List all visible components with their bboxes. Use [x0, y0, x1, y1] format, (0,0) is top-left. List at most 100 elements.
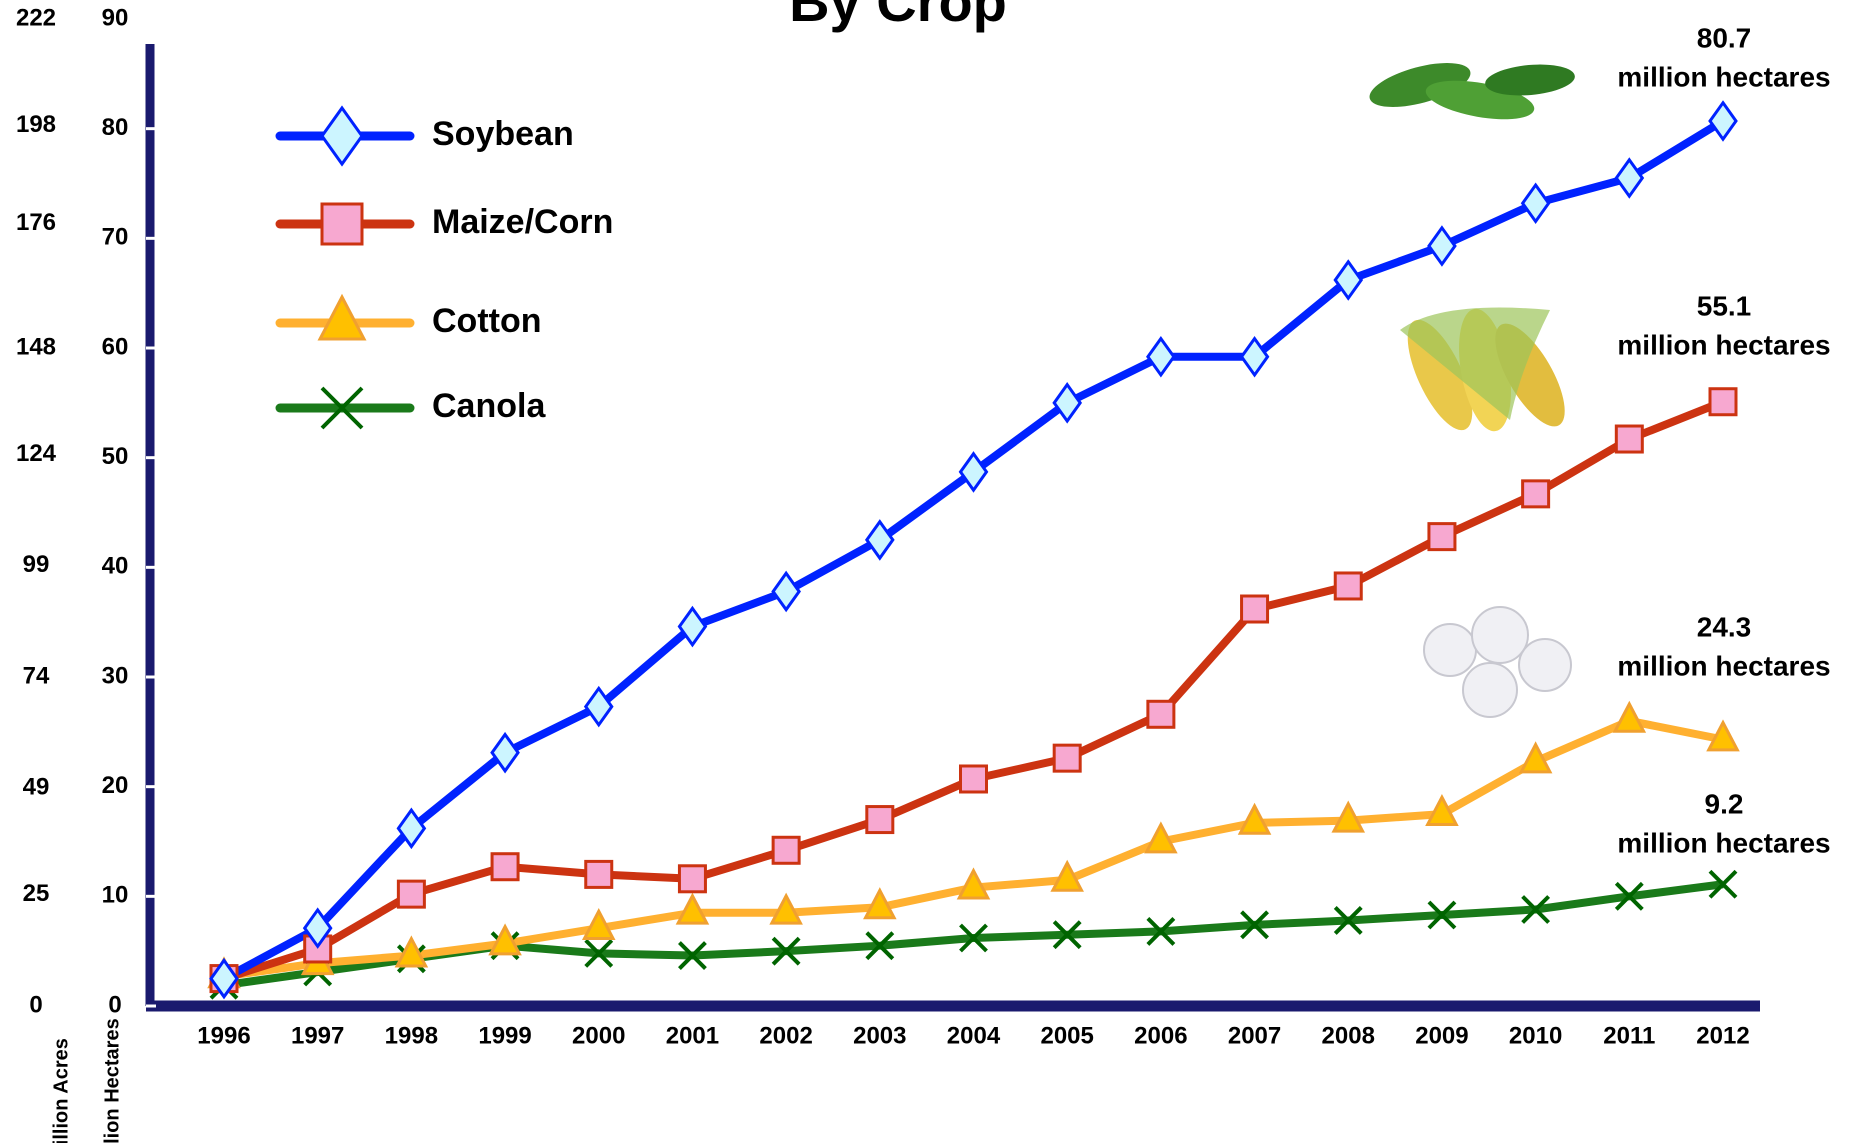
x-tick-label: 2000: [572, 1022, 625, 1049]
diamond-marker: [1146, 335, 1176, 378]
x-marker: [678, 941, 707, 970]
triangle-marker: [394, 935, 429, 968]
chart-title: By Crop: [789, 0, 1007, 33]
x-marker: [959, 923, 988, 953]
diamond-marker: [1052, 382, 1083, 424]
square-marker: [584, 859, 614, 889]
annotation-unit: million hectares: [1617, 650, 1830, 681]
x-marker: [1427, 900, 1457, 930]
x-tick-label: 2007: [1228, 1022, 1281, 1049]
triangle-marker: [675, 892, 710, 925]
square-marker: [1052, 743, 1082, 773]
legend-marker: [317, 293, 367, 341]
diamond-marker: [677, 605, 708, 648]
y-tick-label: 20: [102, 772, 129, 799]
triangle-marker: [1612, 700, 1647, 733]
diamond-marker: [209, 957, 239, 1000]
square-marker: [1708, 387, 1738, 417]
x-tick-label: 2003: [853, 1022, 906, 1049]
x-tick-label: 1998: [385, 1022, 438, 1049]
x-marker: [1333, 906, 1363, 935]
diamond-marker: [1520, 182, 1551, 225]
x-marker: [1521, 895, 1551, 924]
square-marker: [396, 879, 426, 909]
x-tick-label: 2002: [759, 1022, 812, 1049]
x-marker: [1240, 910, 1269, 940]
x-marker: [1614, 881, 1644, 911]
y2-tick-label: 148: [16, 333, 56, 360]
triangle-marker: [1050, 859, 1084, 892]
diamond-marker: [302, 907, 333, 949]
y-tick-label: 50: [102, 443, 129, 470]
triangle-marker: [581, 908, 616, 941]
legend-label: Cotton: [432, 302, 542, 340]
x-marker: [584, 938, 614, 968]
soybean-image: [1369, 63, 1575, 120]
square-marker: [959, 764, 988, 794]
square-marker: [1521, 479, 1551, 509]
x-tick-label: 2001: [666, 1022, 719, 1049]
y-tick-label: 70: [102, 224, 129, 251]
diamond-marker: [1614, 157, 1645, 199]
y2-axis-label: Million Acres: [50, 1038, 72, 1143]
y-axis-label: Million Hectares: [101, 1018, 123, 1143]
triangle-marker: [863, 887, 897, 920]
diamond-marker: [958, 451, 989, 493]
legend-marker: [320, 386, 364, 430]
legend-label: Canola: [432, 387, 546, 425]
diamond-marker: [1239, 335, 1270, 378]
annotation-unit: million hectares: [1617, 61, 1830, 92]
triangle-marker: [1331, 800, 1366, 833]
y2-tick-label: 99: [23, 551, 50, 578]
diamond-marker: [396, 807, 427, 850]
x-marker: [865, 931, 895, 961]
triangle-marker: [769, 892, 803, 925]
y2-tick-label: 198: [16, 111, 56, 138]
square-marker: [490, 852, 520, 882]
x-tick-label: 1999: [478, 1022, 531, 1049]
y2-tick-label: 0: [29, 991, 42, 1018]
legend-label: Maize/Corn: [432, 203, 613, 241]
x-tick-label: 1997: [291, 1022, 344, 1049]
square-marker: [771, 835, 801, 865]
y-tick-label: 40: [102, 553, 129, 580]
x-tick-label: 2009: [1415, 1022, 1468, 1049]
crop-images: [1369, 63, 1575, 718]
y-tick-label: 30: [102, 662, 129, 689]
x-tick-label: 2011: [1603, 1022, 1655, 1049]
y-tick-label: 80: [102, 114, 129, 141]
triangle-marker: [1144, 821, 1178, 854]
triangle-marker: [1425, 793, 1459, 826]
annotation-unit: million hectares: [1617, 329, 1830, 360]
triangle-marker: [1237, 802, 1272, 835]
y-tick-label: 60: [102, 333, 129, 360]
x-tick-label: 2006: [1134, 1022, 1187, 1049]
annotation-value: 55.1: [1697, 290, 1752, 321]
x-tick-label: 2004: [947, 1022, 1001, 1049]
legend-marker: [320, 202, 364, 246]
triangle-marker: [1518, 741, 1553, 774]
legend-marker: [320, 105, 364, 167]
x-tick-label: 2012: [1696, 1022, 1749, 1049]
y2-tick-label: 49: [23, 773, 50, 800]
square-marker: [1427, 522, 1457, 552]
x-marker: [1146, 917, 1176, 946]
series-line: [222, 117, 1726, 983]
y2-tick-label: 74: [23, 662, 50, 689]
diamond-marker: [583, 685, 614, 728]
x-tick-label: 1996: [197, 1022, 250, 1049]
y2-tick-label: 222: [16, 4, 56, 31]
triangle-marker: [488, 923, 522, 956]
y-tick-label: 10: [102, 882, 129, 909]
diamond-marker: [864, 519, 895, 561]
annotation-value: 9.2: [1705, 788, 1744, 819]
corn-image: [1400, 307, 1565, 432]
y2-tick-label: 124: [16, 440, 57, 467]
annotation-value: 24.3: [1697, 611, 1752, 642]
x-tick-label: 2010: [1509, 1022, 1562, 1049]
x-tick-label: 2005: [1040, 1022, 1093, 1049]
square-marker: [1333, 571, 1363, 601]
triangle-marker: [956, 867, 991, 900]
